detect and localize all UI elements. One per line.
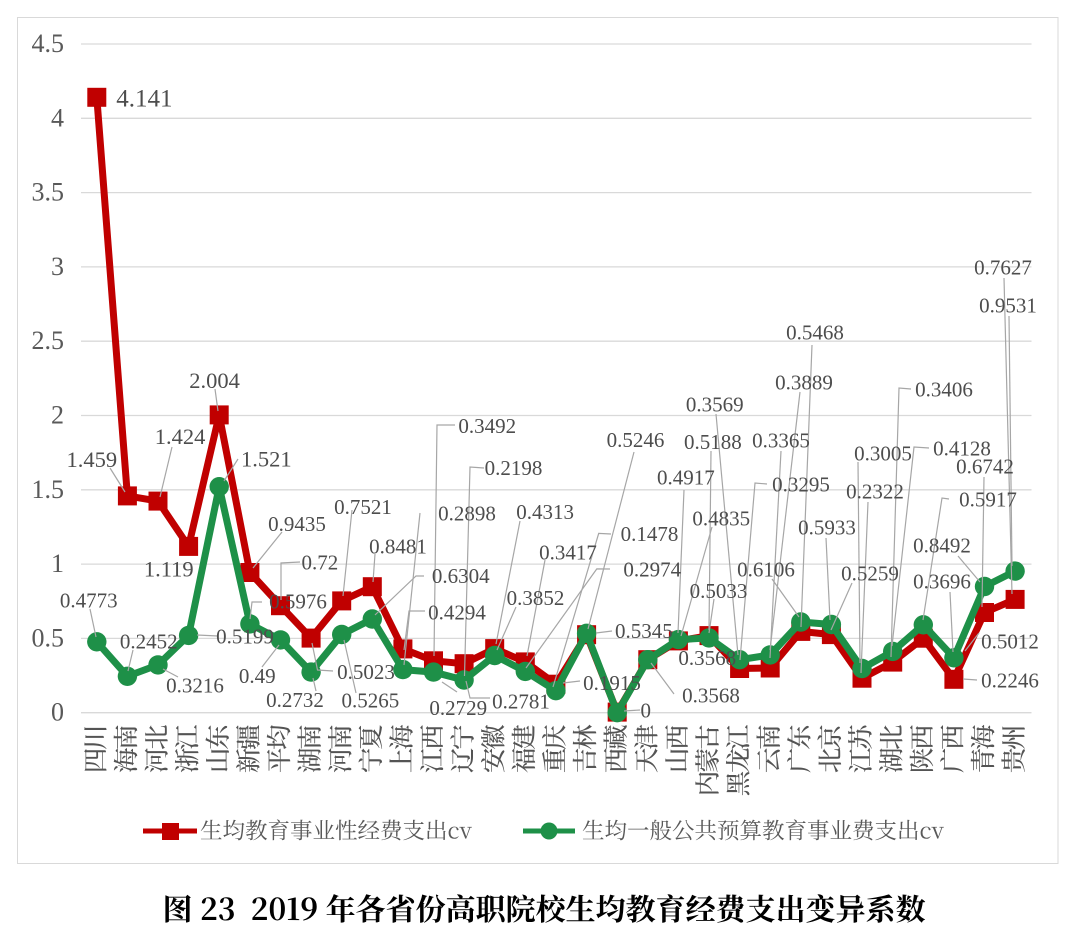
svg-text:0.2729: 0.2729 bbox=[429, 696, 487, 720]
svg-text:0.7521: 0.7521 bbox=[334, 495, 392, 519]
svg-text:0.4835: 0.4835 bbox=[692, 506, 750, 530]
svg-text:0.8492: 0.8492 bbox=[913, 533, 971, 557]
svg-text:2: 2 bbox=[51, 401, 64, 430]
svg-text:0.3417: 0.3417 bbox=[539, 540, 597, 564]
svg-text:0.3492: 0.3492 bbox=[458, 414, 516, 438]
svg-text:1.5: 1.5 bbox=[32, 475, 65, 504]
svg-text:0.2781: 0.2781 bbox=[492, 689, 550, 713]
svg-text:0.2246: 0.2246 bbox=[981, 668, 1039, 692]
svg-text:0.2322: 0.2322 bbox=[846, 479, 904, 503]
svg-text:0.4773: 0.4773 bbox=[60, 588, 118, 612]
svg-text:0.5933: 0.5933 bbox=[798, 515, 856, 539]
svg-text:0.3295: 0.3295 bbox=[772, 472, 830, 496]
svg-text:0: 0 bbox=[51, 698, 64, 727]
svg-text:0.2732: 0.2732 bbox=[266, 688, 324, 712]
svg-text:0.6106: 0.6106 bbox=[737, 557, 795, 581]
svg-text:0.72: 0.72 bbox=[302, 550, 339, 574]
svg-text:1.424: 1.424 bbox=[155, 424, 206, 449]
svg-text:0: 0 bbox=[640, 698, 651, 722]
svg-text:0.3852: 0.3852 bbox=[507, 586, 565, 610]
svg-text:0.5345: 0.5345 bbox=[615, 619, 673, 643]
svg-text:1: 1 bbox=[51, 549, 64, 578]
svg-text:3.5: 3.5 bbox=[32, 178, 65, 207]
svg-text:0.5246: 0.5246 bbox=[607, 428, 665, 452]
svg-text:0.9531: 0.9531 bbox=[979, 293, 1037, 317]
svg-text:0.6304: 0.6304 bbox=[432, 564, 490, 588]
svg-text:0.3569: 0.3569 bbox=[686, 393, 744, 417]
svg-text:0.3406: 0.3406 bbox=[915, 377, 973, 401]
svg-text:0.5023: 0.5023 bbox=[337, 660, 395, 684]
svg-text:0.5188: 0.5188 bbox=[684, 430, 742, 454]
svg-text:0.2974: 0.2974 bbox=[623, 558, 681, 582]
svg-text:0.5976: 0.5976 bbox=[269, 589, 327, 613]
svg-text:0.9435: 0.9435 bbox=[268, 512, 326, 536]
svg-text:3: 3 bbox=[51, 252, 64, 281]
svg-text:0.6742: 0.6742 bbox=[956, 454, 1014, 478]
svg-text:0.3365: 0.3365 bbox=[752, 428, 810, 452]
svg-text:4.5: 4.5 bbox=[32, 29, 65, 58]
svg-text:1.459: 1.459 bbox=[66, 447, 117, 472]
svg-text:0.1915: 0.1915 bbox=[583, 671, 641, 695]
svg-text:0.2898: 0.2898 bbox=[438, 502, 496, 526]
svg-text:0.8481: 0.8481 bbox=[369, 534, 427, 558]
svg-text:0.3568: 0.3568 bbox=[682, 683, 740, 707]
svg-text:0.5259: 0.5259 bbox=[841, 561, 899, 585]
svg-text:2.004: 2.004 bbox=[189, 368, 240, 393]
svg-text:0.5199: 0.5199 bbox=[216, 624, 274, 648]
svg-text:0.3568: 0.3568 bbox=[678, 646, 736, 670]
svg-text:0.1478: 0.1478 bbox=[621, 522, 679, 546]
svg-text:0.2198: 0.2198 bbox=[485, 456, 543, 480]
svg-text:0.5: 0.5 bbox=[32, 623, 65, 652]
svg-text:2.5: 2.5 bbox=[32, 326, 65, 355]
svg-text:0.2452: 0.2452 bbox=[120, 630, 178, 654]
svg-text:0.49: 0.49 bbox=[239, 664, 276, 688]
svg-text:0.5012: 0.5012 bbox=[981, 629, 1039, 653]
svg-text:1.521: 1.521 bbox=[241, 447, 292, 472]
svg-text:4.141: 4.141 bbox=[116, 86, 172, 113]
svg-text:0.3889: 0.3889 bbox=[775, 370, 833, 394]
svg-text:0.4917: 0.4917 bbox=[657, 465, 715, 489]
svg-text:0.3216: 0.3216 bbox=[166, 673, 224, 697]
svg-text:1.119: 1.119 bbox=[144, 557, 194, 582]
svg-text:0.4313: 0.4313 bbox=[516, 500, 574, 524]
svg-text:4: 4 bbox=[51, 103, 64, 132]
svg-text:0.3696: 0.3696 bbox=[913, 569, 971, 593]
svg-text:0.5033: 0.5033 bbox=[690, 579, 748, 603]
svg-text:0.4294: 0.4294 bbox=[428, 600, 486, 624]
svg-text:0.5917: 0.5917 bbox=[959, 487, 1017, 511]
svg-text:0.7627: 0.7627 bbox=[974, 255, 1032, 279]
svg-text:0.4128: 0.4128 bbox=[933, 436, 991, 460]
svg-text:0.5265: 0.5265 bbox=[342, 689, 400, 713]
svg-text:0.5468: 0.5468 bbox=[786, 320, 844, 344]
svg-text:0.3005: 0.3005 bbox=[854, 441, 912, 465]
